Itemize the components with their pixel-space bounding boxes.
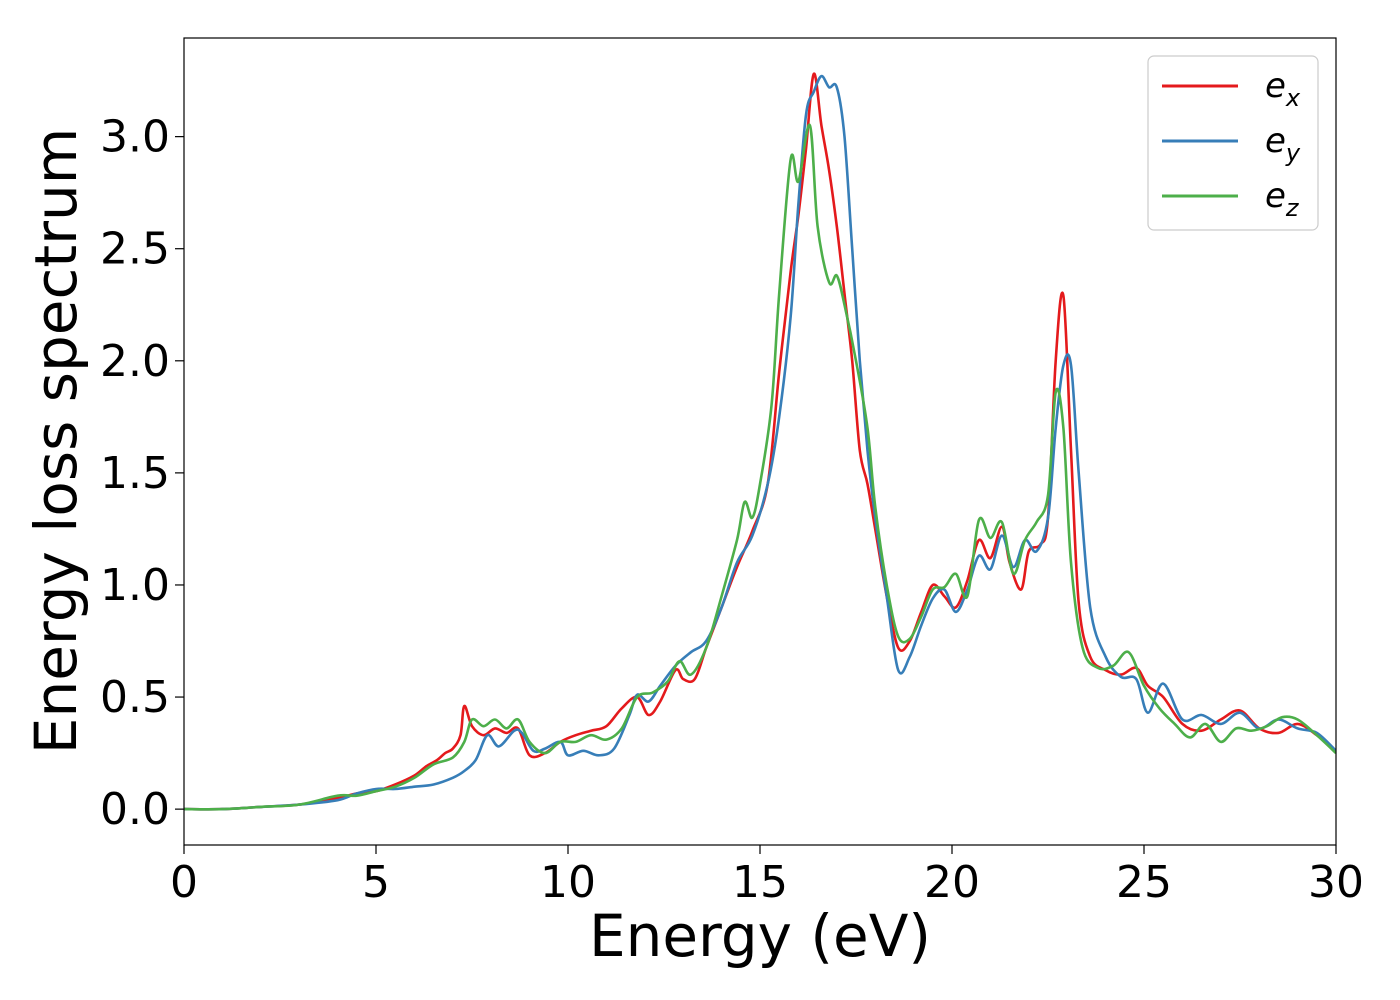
x-tick-label: 0 — [170, 857, 198, 908]
y-tick-label: 0.0 — [100, 784, 170, 835]
x-tick-label: 10 — [540, 857, 596, 908]
series-line-ey — [184, 74, 1336, 811]
x-axis-ticks: 0 5 10 15 20 25 30 — [170, 845, 1364, 908]
x-tick-label: 5 — [362, 857, 390, 908]
legend-box — [1147, 55, 1319, 231]
legend-label-ex: ex — [1265, 66, 1301, 112]
series-line-ex — [184, 72, 1336, 811]
y-axis-title: Energy loss spectrum — [22, 128, 90, 754]
x-tick-label: 20 — [924, 857, 980, 908]
x-tick-label: 30 — [1308, 857, 1364, 908]
legend-label-ey: ey — [1265, 121, 1301, 167]
y-tick-label: 1.0 — [100, 560, 170, 611]
series-line-ez — [184, 123, 1336, 811]
legend: ex ey ez — [1147, 55, 1319, 231]
x-tick-label: 25 — [1116, 857, 1172, 908]
y-tick-label: 2.5 — [100, 224, 170, 275]
y-axis-ticks: 0.0 0.5 1.0 1.5 2.0 2.5 3.0 — [100, 112, 184, 835]
y-tick-label: 0.5 — [100, 672, 170, 723]
y-tick-label: 2.0 — [100, 336, 170, 387]
series-layer — [184, 72, 1336, 811]
y-tick-label: 1.5 — [100, 448, 170, 499]
y-tick-label: 3.0 — [100, 112, 170, 163]
x-tick-label: 15 — [732, 857, 788, 908]
x-axis-title: Energy (eV) — [589, 902, 931, 970]
legend-label-ez: ez — [1265, 176, 1300, 222]
